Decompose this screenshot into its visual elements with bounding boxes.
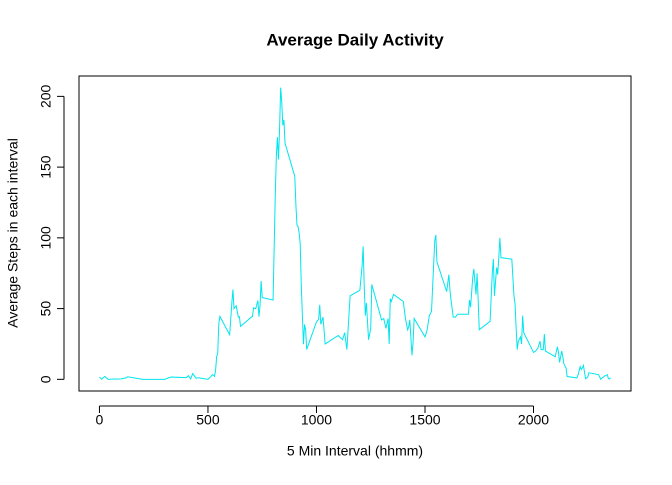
y-tick-label: 200 bbox=[38, 84, 54, 108]
x-tick-label: 2000 bbox=[518, 412, 549, 428]
y-tick-label: 0 bbox=[38, 375, 54, 383]
y-tick-label: 150 bbox=[38, 155, 54, 179]
x-tick-label: 1000 bbox=[301, 412, 332, 428]
chart-title: Average Daily Activity bbox=[266, 30, 444, 49]
data-line bbox=[99, 87, 611, 381]
y-axis-label: Average Steps in each interval bbox=[5, 138, 21, 328]
x-axis-label: 5 Min Interval (hhmm) bbox=[287, 443, 423, 459]
x-tick-label: 500 bbox=[196, 412, 220, 428]
y-tick-label: 50 bbox=[38, 301, 54, 317]
x-tick-label: 1500 bbox=[409, 412, 440, 428]
x-tick-label: 0 bbox=[96, 412, 104, 428]
y-tick-label: 100 bbox=[38, 226, 54, 250]
plot-frame bbox=[78, 75, 632, 392]
